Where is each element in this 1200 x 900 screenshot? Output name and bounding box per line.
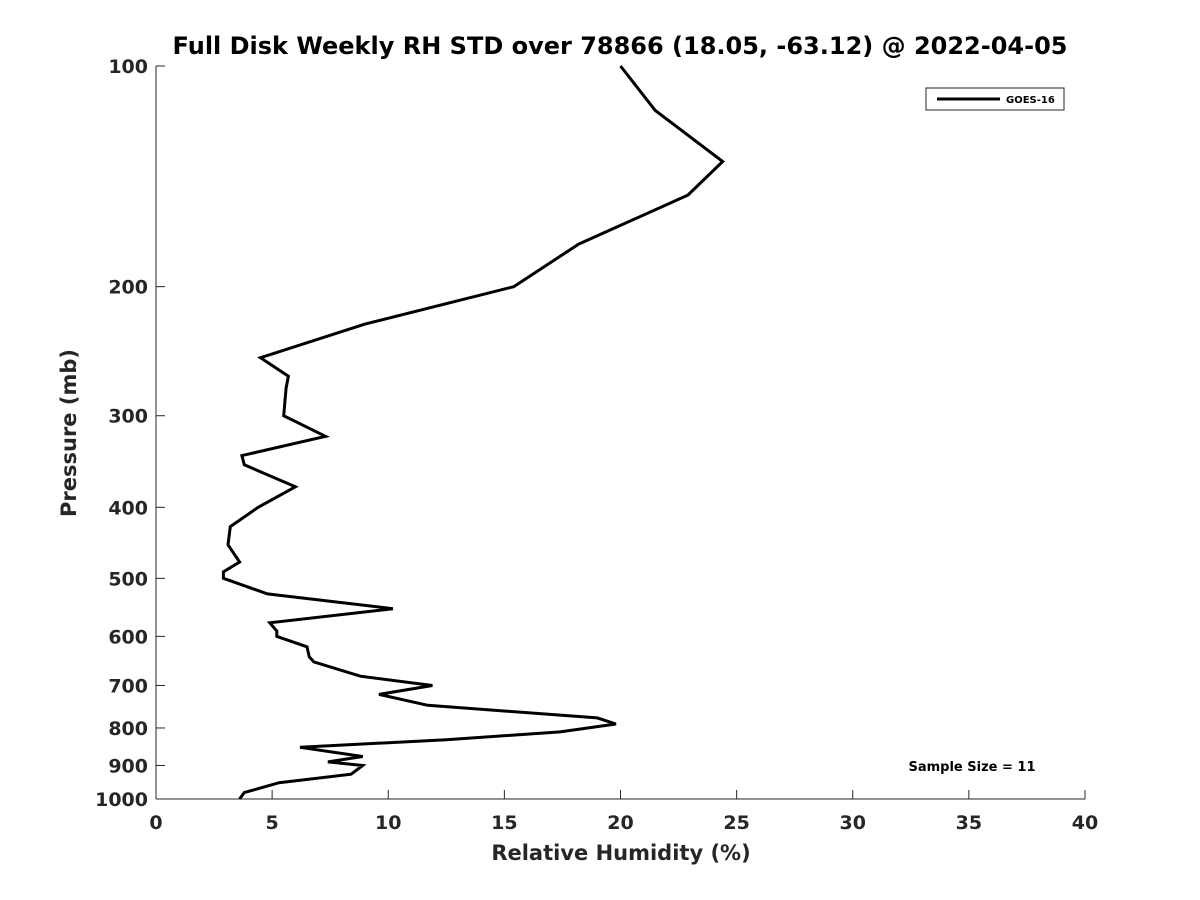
y-tick-label: 300 [108, 406, 148, 428]
y-tick-label: 100 [108, 56, 148, 78]
x-tick-label: 10 [375, 812, 401, 834]
y-tick-label: 1000 [95, 789, 148, 811]
y-tick-label: 400 [108, 497, 148, 519]
plot-area [156, 66, 1085, 799]
x-tick-label: 20 [607, 812, 633, 834]
y-tick-label: 700 [108, 675, 148, 697]
y-axis-label: Pressure (mb) [57, 349, 81, 517]
series-line-0 [221, 65, 726, 800]
x-tick-label: 5 [266, 812, 279, 834]
x-axis-label: Relative Humidity (%) [491, 841, 750, 865]
x-tick-label: 25 [723, 812, 749, 834]
y-tick-label: 900 [108, 755, 148, 777]
y-tick-label: 800 [108, 718, 148, 740]
x-tick-label: 40 [1072, 812, 1098, 834]
y-tick-label: 600 [108, 626, 148, 648]
x-tick-label: 30 [840, 812, 866, 834]
y-tick-label: 200 [108, 277, 148, 299]
y-tick-label: 500 [108, 568, 148, 590]
legend: GOES-16 [925, 87, 1065, 111]
x-tick-label: 35 [956, 812, 982, 834]
chart-title: Full Disk Weekly RH STD over 78866 (18.0… [173, 32, 1068, 60]
legend-label-goes16: GOES-16 [1006, 95, 1055, 106]
x-tick-label: 15 [491, 812, 517, 834]
sample-size-annotation: Sample Size = 11 [908, 760, 1035, 775]
x-tick-label: 0 [149, 812, 162, 834]
